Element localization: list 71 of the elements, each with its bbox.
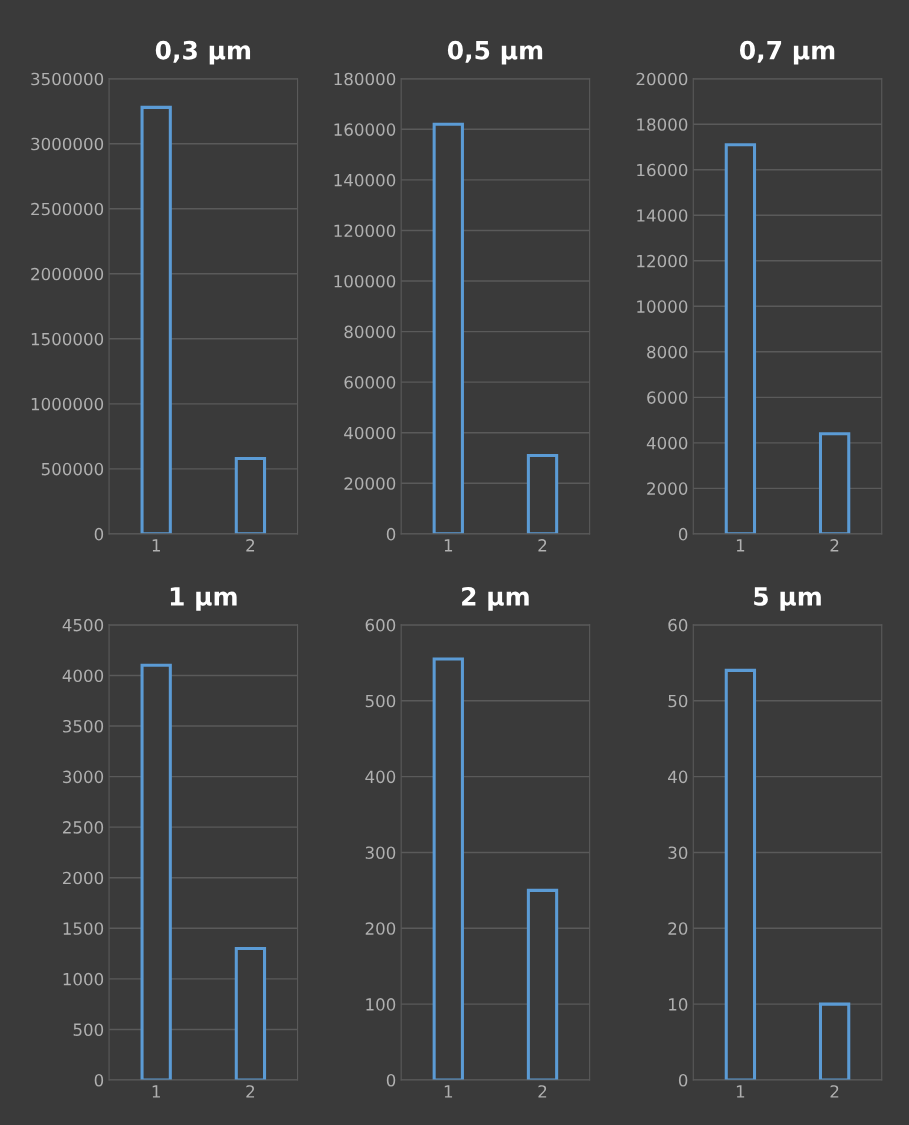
y-tick-label: 80000 xyxy=(344,325,396,339)
chart-title: 1 µm xyxy=(170,587,237,611)
y-tick-label: 0 xyxy=(678,1073,688,1087)
chart-title: 2 µm xyxy=(462,586,529,611)
chart-title: 0,5 µm xyxy=(447,40,543,65)
y-tick-label: 4000 xyxy=(62,669,104,683)
y-tick-label: 50 xyxy=(668,694,688,708)
y-tick-label: 16000 xyxy=(637,163,688,177)
y-tick-label: 0 xyxy=(94,527,104,541)
y-tick-label: 1500000 xyxy=(31,332,104,346)
y-tick-label: 1000 xyxy=(63,972,104,986)
x-tick-label: 1 xyxy=(152,539,160,552)
y-tick-label: 500 xyxy=(73,1023,104,1036)
x-tick-label: 1 xyxy=(152,1085,160,1098)
y-tick-label: 2000 xyxy=(647,482,688,495)
y-tick-label: 2500000 xyxy=(31,202,104,216)
y-tick-label: 1500 xyxy=(63,922,104,935)
y-tick-label: 120000 xyxy=(334,224,396,238)
x-tick-label: 2 xyxy=(246,539,255,552)
y-tick-label: 2000 xyxy=(63,871,104,885)
y-tick-label: 6000 xyxy=(647,391,688,404)
chart-title: 0,3 µm xyxy=(155,40,251,65)
y-tick-label: 12000 xyxy=(637,254,688,268)
y-tick-label: 160000 xyxy=(334,123,396,136)
y-tick-label: 40000 xyxy=(344,426,396,440)
y-tick-label: 2000000 xyxy=(31,267,104,281)
y-tick-label: 100000 xyxy=(334,274,396,288)
x-tick-label: 2 xyxy=(830,539,839,552)
y-tick-label: 10000 xyxy=(637,300,688,313)
y-tick-label: 140000 xyxy=(334,173,396,187)
y-tick-label: 600 xyxy=(365,618,396,632)
x-tick-label: 2 xyxy=(538,1085,547,1098)
y-tick-label: 400 xyxy=(365,770,396,784)
y-tick-label: 18000 xyxy=(637,118,688,131)
y-tick-label: 180000 xyxy=(334,72,396,86)
y-tick-label: 8000 xyxy=(647,345,688,359)
x-tick-label: 1 xyxy=(736,539,745,552)
y-tick-label: 14000 xyxy=(637,209,688,222)
y-tick-label: 100 xyxy=(366,998,396,1011)
y-tick-label: 0 xyxy=(678,527,688,541)
y-tick-label: 3500 xyxy=(63,719,104,733)
y-tick-label: 300 xyxy=(365,846,396,860)
y-tick-label: 10 xyxy=(669,998,688,1011)
chart-title: 0,7 µm xyxy=(739,40,835,65)
y-tick-label: 2500 xyxy=(63,821,104,834)
y-tick-label: 60 xyxy=(668,618,688,632)
x-tick-label: 2 xyxy=(538,539,547,552)
y-tick-label: 0 xyxy=(94,1073,104,1087)
y-tick-label: 20000 xyxy=(636,72,688,86)
x-tick-label: 1 xyxy=(444,1085,453,1098)
y-tick-label: 0 xyxy=(386,1073,396,1087)
y-tick-label: 500000 xyxy=(41,462,104,476)
y-tick-label: 0 xyxy=(386,527,396,541)
x-tick-label: 2 xyxy=(246,1085,255,1098)
y-tick-label: 40 xyxy=(668,770,688,784)
y-tick-label: 3500000 xyxy=(31,72,104,86)
x-tick-label: 1 xyxy=(736,1085,745,1098)
y-tick-label: 200 xyxy=(365,922,396,935)
y-tick-label: 30 xyxy=(668,846,688,860)
y-tick-label: 3000000 xyxy=(31,137,104,151)
y-tick-label: 4500 xyxy=(62,618,104,632)
y-tick-label: 3000 xyxy=(63,770,104,784)
y-tick-label: 1000000 xyxy=(31,397,104,411)
y-tick-label: 20000 xyxy=(344,477,396,490)
y-tick-label: 500 xyxy=(365,694,396,708)
chart-title: 5 µm xyxy=(754,587,821,611)
y-tick-label: 4000 xyxy=(646,436,688,450)
x-tick-label: 2 xyxy=(830,1085,839,1098)
x-tick-label: 1 xyxy=(444,539,453,552)
y-tick-label: 20 xyxy=(668,922,688,935)
y-tick-label: 60000 xyxy=(344,376,396,389)
